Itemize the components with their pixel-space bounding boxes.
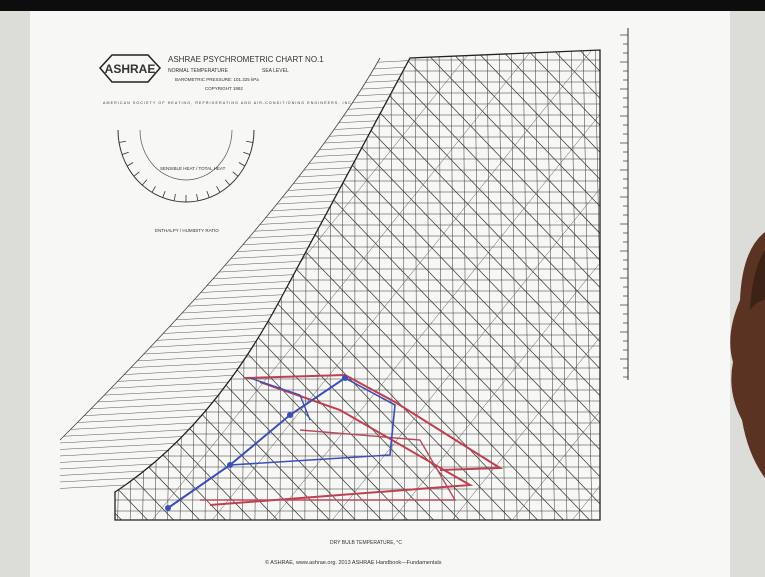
note: COPYRIGHT 1992 [205, 86, 243, 91]
photo: ASHRAE ASHRAE PSYCHROMETRIC CHART NO.1 N… [0, 0, 765, 577]
note: BAROMETRIC PRESSURE: 101.325 kPa [175, 77, 259, 82]
protractor-label: ENTHALPY / HUMIDITY RATIO [155, 228, 219, 233]
state-point [287, 412, 293, 418]
society: AMERICAN SOCIETY OF HEATING, REFRIGERATI… [103, 101, 353, 105]
page: ASHRAE ASHRAE PSYCHROMETRIC CHART NO.1 N… [0, 0, 765, 577]
title: ASHRAE PSYCHROMETRIC CHART NO.1 [168, 55, 324, 64]
state-point [342, 375, 348, 381]
protractor-label: SENSIBLE HEAT / TOTAL HEAT [160, 166, 226, 171]
logo: ASHRAE [105, 62, 156, 76]
axis-label: DRY BULB TEMPERATURE, °C [330, 540, 402, 546]
note: NORMAL TEMPERATURE [168, 68, 229, 74]
state-point [227, 462, 233, 468]
top-bar [0, 0, 765, 11]
state-point [165, 505, 171, 511]
note: SEA LEVEL [262, 68, 289, 74]
caption: © ASHRAE, www.ashrae.org. 2013 ASHRAE Ha… [265, 559, 442, 566]
